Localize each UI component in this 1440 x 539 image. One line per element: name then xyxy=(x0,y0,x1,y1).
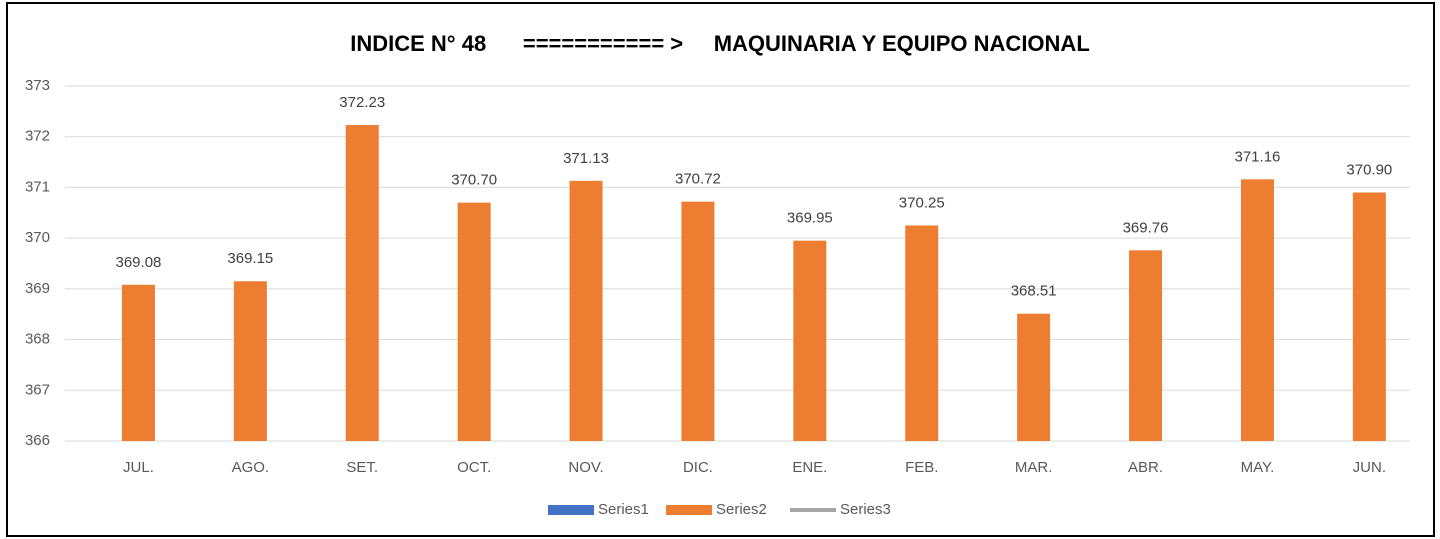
x-tick-label: MAY. xyxy=(1241,459,1275,476)
data-label: 372.23 xyxy=(339,94,385,111)
legend-marker xyxy=(548,505,594,515)
bar xyxy=(1352,192,1386,441)
x-tick-label: ABR. xyxy=(1128,459,1163,476)
bar xyxy=(233,281,267,441)
bar xyxy=(457,202,491,441)
data-label: 370.90 xyxy=(1346,161,1392,178)
legend-label: Series1 xyxy=(598,501,649,518)
y-tick-label: 371 xyxy=(25,178,50,195)
legend-marker xyxy=(666,505,712,515)
x-tick-label: NOV. xyxy=(568,459,603,476)
x-tick-label: SET. xyxy=(346,459,378,476)
bar xyxy=(1129,250,1163,441)
bar xyxy=(905,225,939,441)
legend-label: Series2 xyxy=(716,501,767,518)
data-label: 368.51 xyxy=(1011,283,1057,300)
data-label: 369.76 xyxy=(1123,219,1169,236)
x-tick-label: DIC. xyxy=(683,459,713,476)
x-tick-label: MAR. xyxy=(1015,459,1053,476)
y-tick-label: 369 xyxy=(25,280,50,297)
bar xyxy=(1017,313,1051,441)
x-tick-label: AGO. xyxy=(232,459,270,476)
legend-label: Series3 xyxy=(840,501,891,518)
data-label: 370.25 xyxy=(899,194,945,211)
x-tick-label: JUL. xyxy=(123,459,154,476)
y-tick-label: 372 xyxy=(25,128,50,145)
y-tick-label: 366 xyxy=(25,432,50,449)
data-label: 371.13 xyxy=(563,150,609,167)
data-label: 369.08 xyxy=(116,254,162,271)
x-tick-label: OCT. xyxy=(457,459,491,476)
bar xyxy=(1240,179,1274,442)
data-label: 370.72 xyxy=(675,171,721,188)
bar xyxy=(121,284,155,441)
chart-border xyxy=(6,2,1435,537)
data-label: 370.70 xyxy=(451,172,497,189)
chart-title: INDICE N° 48 =========== > MAQUINARIA Y … xyxy=(350,31,1090,56)
bar xyxy=(569,180,603,442)
x-tick-label: ENE. xyxy=(792,459,827,476)
y-tick-label: 373 xyxy=(25,77,50,94)
y-tick-label: 368 xyxy=(25,331,50,348)
bar xyxy=(681,201,715,441)
data-label: 369.95 xyxy=(787,210,833,227)
x-tick-label: JUN. xyxy=(1353,459,1386,476)
y-tick-label: 370 xyxy=(25,229,50,246)
data-label: 369.15 xyxy=(227,250,273,267)
x-tick-label: FEB. xyxy=(905,459,938,476)
data-label: 371.16 xyxy=(1235,148,1281,165)
y-tick-label: 367 xyxy=(25,381,50,398)
bar xyxy=(345,125,379,442)
bar xyxy=(793,240,827,441)
